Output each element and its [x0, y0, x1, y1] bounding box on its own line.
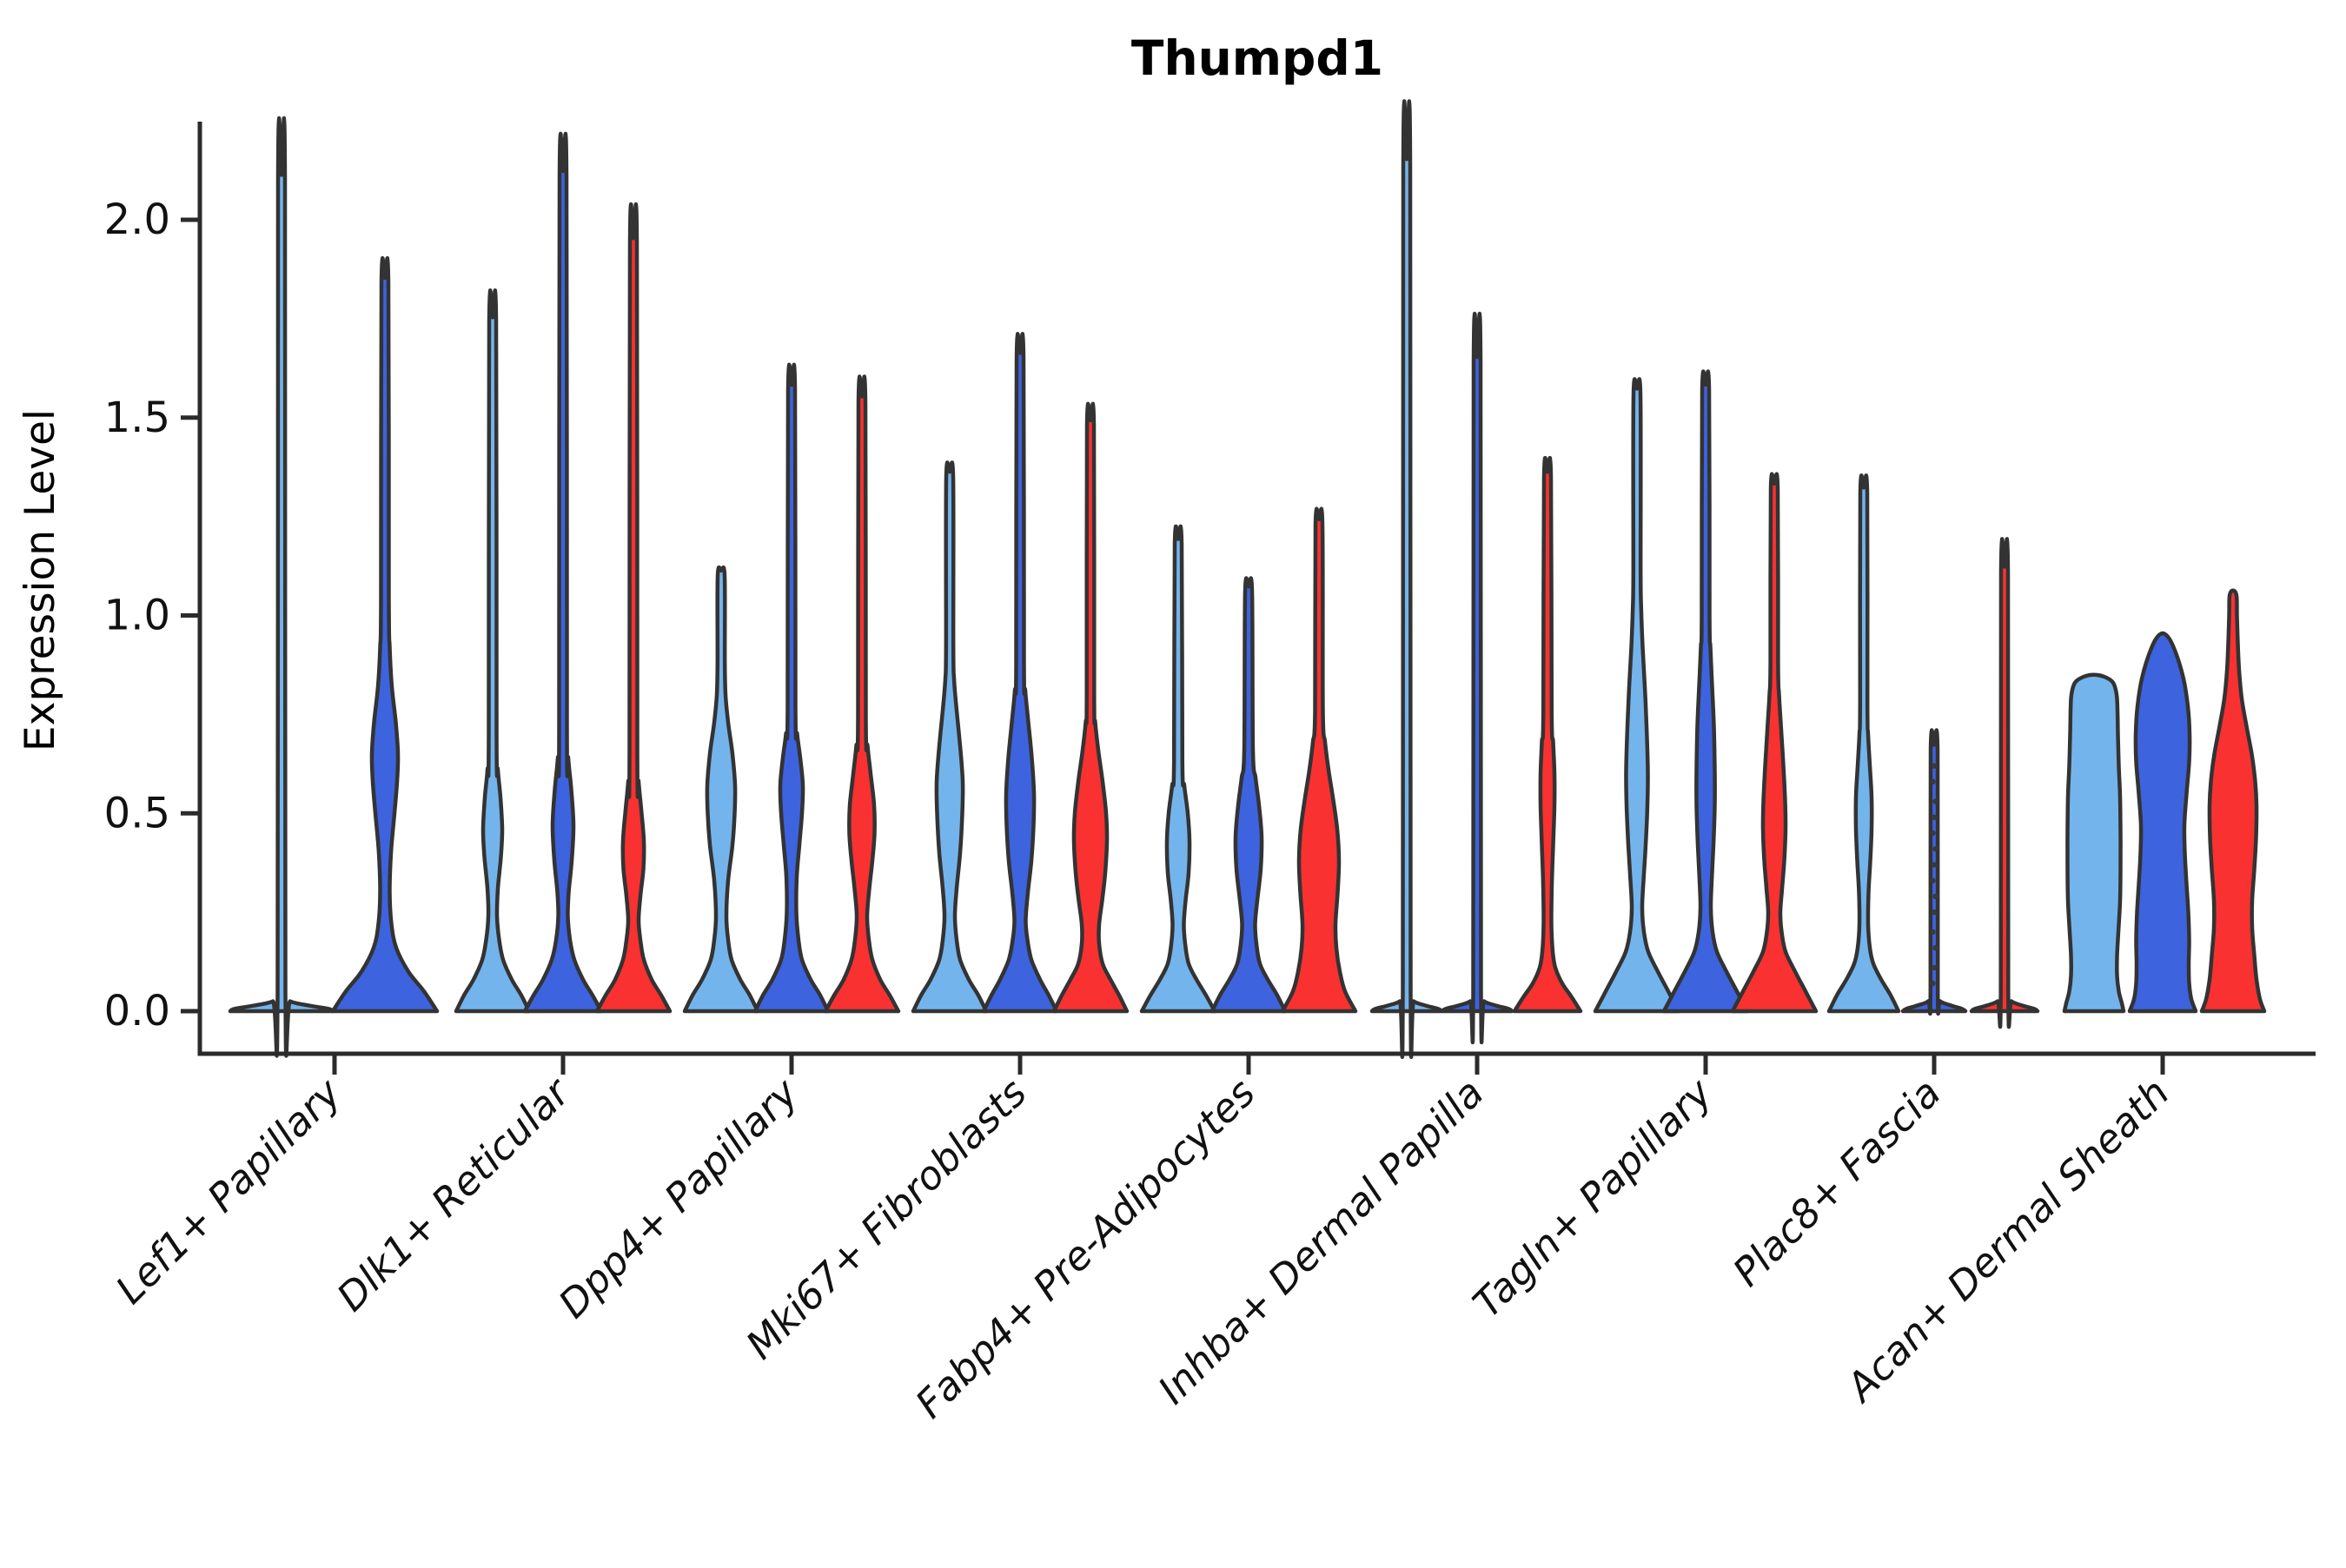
stipple-dot [1931, 964, 1938, 971]
violins-layer [228, 99, 2267, 1059]
y-tick-label: 0.5 [104, 789, 170, 837]
violin-acan-dermal-sheath-light_blue [2062, 672, 2126, 1014]
y-axis-label: Expression Level [17, 409, 64, 751]
violin-inhba-dermal-papilla-red [1512, 455, 1583, 1014]
stipple-dot [1931, 909, 1938, 916]
violin-plac8-fascia-dark_blue [1900, 728, 1968, 1016]
violin-dlk1-reticular-red [594, 202, 673, 1014]
violin-dpp4-papillary-light_blue [682, 565, 760, 1014]
stipple-dot [1930, 877, 1936, 883]
stipple-dot [1931, 862, 1938, 868]
stipple-dot [1930, 778, 1936, 785]
violin-mki67-fibroblasts-light_blue [911, 460, 989, 1014]
x-tick-label: Tagln+ Papillary [1464, 1068, 1722, 1327]
violin-mki67-fibroblasts-red [1051, 401, 1130, 1014]
violin-dlk1-reticular-light_blue [454, 288, 532, 1014]
violin-fabp4-pre-adipocytes-red [1280, 506, 1358, 1014]
stipple-dot [1932, 893, 1938, 900]
violin-fabp4-pre-adipocytes-light_blue [1139, 524, 1217, 1014]
y-tick-label: 1.0 [104, 592, 170, 640]
stipple-dot [1930, 929, 1936, 936]
chart-title: Thumpd1 [1131, 30, 1383, 86]
violin-fabp4-pre-adipocytes-dark_blue [1209, 576, 1288, 1014]
violin-plac8-fascia-light_blue [1826, 473, 1901, 1014]
stipple-dot [1932, 944, 1938, 951]
stipple-dot [1931, 814, 1938, 821]
stipple-dot [1932, 846, 1938, 852]
axes-layer [181, 122, 2316, 1075]
violin-dpp4-papillary-dark_blue [752, 362, 831, 1014]
violin-lef1-papillary-dark_blue [330, 255, 440, 1014]
y-tick-label: 2.0 [104, 195, 170, 244]
violin-tagln-papillary-red [1730, 472, 1819, 1014]
violin-dpp4-papillary-red [823, 374, 901, 1014]
stipple-dot [1930, 980, 1936, 987]
violin-mki67-fibroblasts-dark_blue [981, 332, 1059, 1014]
violin-lef1-papillary-light_blue [228, 116, 335, 1058]
y-tick-label: 0.0 [104, 987, 170, 1035]
stipple-dot [1931, 763, 1938, 769]
x-tick-label: Lef1+ Papillary [107, 1068, 351, 1313]
violin-inhba-dermal-papilla-dark_blue [1440, 312, 1514, 1044]
violin-dlk1-reticular-dark_blue [522, 131, 604, 1014]
stipple-dot [1932, 798, 1938, 804]
y-tick-label: 1.5 [104, 394, 170, 442]
violin-tagln-papillary-light_blue [1593, 377, 1681, 1014]
violin-tagln-papillary-dark_blue [1661, 369, 1750, 1014]
x-tick-label: Dlk1+ Reticular [328, 1068, 580, 1320]
x-tick-label: Dpp4+ Papillary [550, 1068, 808, 1327]
violin-inhba-dermal-papilla-light_blue [1369, 99, 1444, 1059]
violin-plac8-fascia-red [1969, 537, 2040, 1029]
violin-acan-dermal-sheath-dark_blue [2127, 631, 2198, 1014]
violin-acan-dermal-sheath-red [2199, 588, 2267, 1014]
x-tick-label: Plac8+ Fascia [1724, 1069, 1950, 1295]
stipple-dot [1930, 830, 1936, 837]
